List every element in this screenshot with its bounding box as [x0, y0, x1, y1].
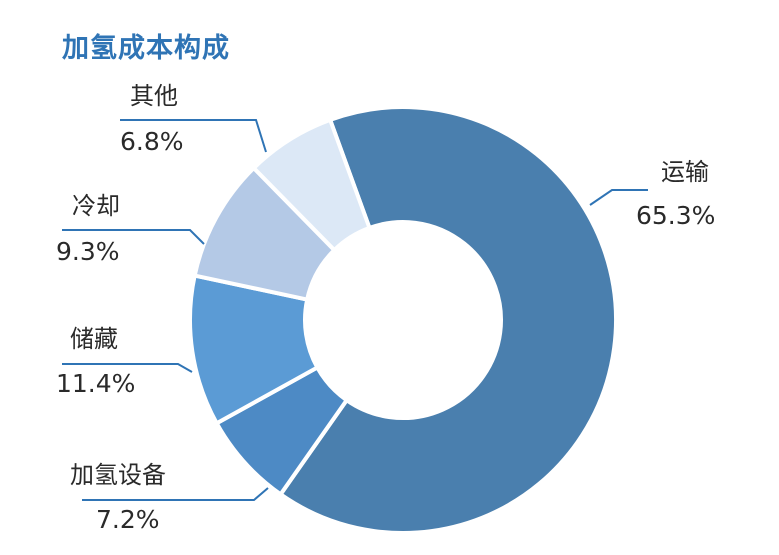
label-value-other: 6.8%	[120, 127, 184, 156]
label-name-storage: 储藏	[70, 325, 118, 353]
label-value-cooling: 9.3%	[56, 237, 120, 266]
labels-group: 运输 65.3% 加氢设备 7.2% 储藏 11.4% 冷却 9.3% 其他 6.8%	[56, 82, 715, 534]
label-name-other: 其他	[130, 82, 178, 110]
label-name-transport: 运输	[661, 158, 709, 186]
label-name-dispenser: 加氢设备	[70, 461, 166, 489]
leader-line-dispenser	[82, 487, 269, 501]
slices-group	[188, 105, 618, 535]
chart-title: 加氢成本构成	[62, 33, 230, 64]
leader-line-storage	[62, 363, 193, 373]
label-name-cooling: 冷却	[72, 192, 120, 220]
label-value-transport: 65.3%	[636, 201, 715, 230]
leader-line-transport	[589, 189, 648, 206]
slice-other	[251, 117, 372, 253]
leader-line-other	[120, 119, 267, 153]
leader-lines-group	[62, 119, 648, 501]
label-value-dispenser: 7.2%	[96, 505, 160, 534]
leader-line-cooling	[62, 229, 205, 245]
label-value-storage: 11.4%	[56, 369, 135, 398]
